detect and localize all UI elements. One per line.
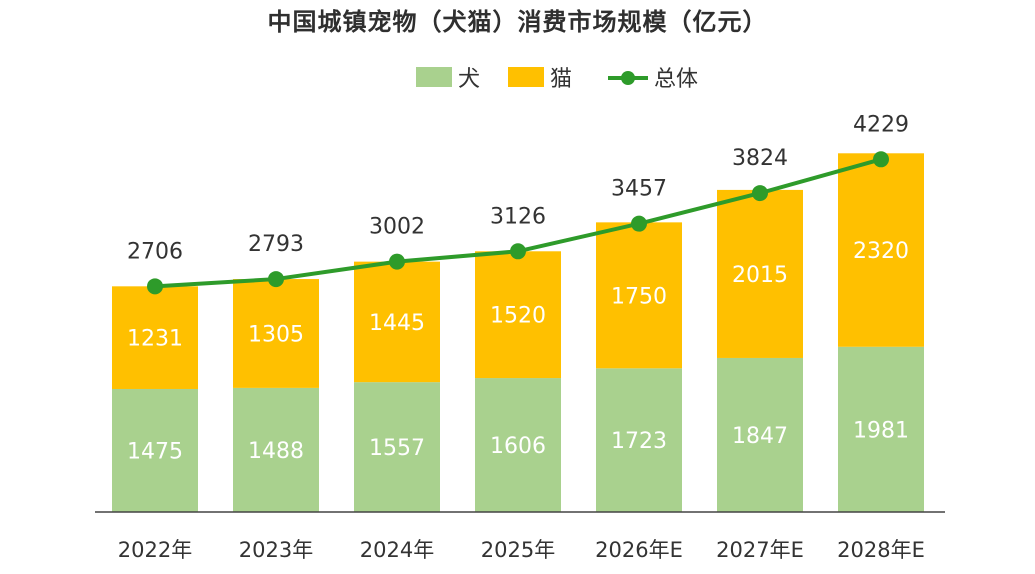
bar-cat: [475, 251, 561, 379]
point-total: [268, 271, 284, 288]
data-label-dog: 1557: [369, 436, 425, 461]
data-label-dog: 1606: [490, 434, 546, 459]
point-total: [147, 278, 163, 295]
data-label-cat: 1305: [248, 322, 304, 347]
data-label-dog: 1475: [127, 439, 183, 464]
data-label-dog: 1981: [853, 418, 909, 443]
data-label-cat: 1750: [611, 284, 667, 309]
data-label-dog: 1488: [248, 439, 304, 464]
point-total: [510, 243, 526, 260]
data-label-cat: 1445: [369, 311, 425, 336]
data-label-cat: 2320: [853, 239, 909, 264]
data-label-total: 3824: [732, 146, 788, 171]
bar-cat: [596, 222, 682, 369]
data-label-cat: 1520: [490, 304, 546, 329]
legend-swatch-cat: [508, 67, 544, 87]
bar-dog: [233, 387, 319, 512]
x-tick-label: 2022年: [118, 538, 192, 562]
bar-cat: [354, 261, 440, 383]
bar-dog: [596, 368, 682, 512]
data-label-total: 4229: [853, 112, 909, 137]
bar-dog: [838, 346, 924, 512]
point-total: [873, 151, 889, 168]
bar-dog: [112, 388, 198, 512]
x-tick-label: 2028年E: [837, 538, 925, 562]
bar-dog: [717, 357, 803, 512]
bar-dog: [475, 378, 561, 512]
data-label-total: 3126: [490, 204, 546, 229]
data-label-total: 3457: [611, 177, 667, 202]
bar-cat: [838, 153, 924, 347]
bar-cat: [112, 286, 198, 389]
legend-swatch-dog: [416, 67, 452, 87]
bar-cat: [233, 279, 319, 388]
legend: 犬 猫 总体: [0, 62, 1035, 92]
x-tick-label: 2023年: [239, 538, 313, 562]
legend-item-cat: 猫: [508, 62, 572, 92]
legend-label-dog: 犬: [458, 67, 481, 92]
data-label-cat: 2015: [732, 263, 788, 288]
legend-item-dog: 犬: [416, 62, 480, 92]
x-tick-label: 2026年E: [595, 538, 683, 562]
legend-item-total: 总体: [608, 62, 698, 92]
x-tick-label: 2025年: [481, 538, 555, 562]
x-tick-label: 2024年: [360, 538, 434, 562]
point-total: [389, 253, 405, 270]
point-total: [631, 215, 647, 232]
x-tick-label: 2027年E: [716, 538, 804, 562]
data-label-cat: 1231: [127, 327, 183, 352]
data-label-total: 3002: [369, 215, 425, 240]
chart-title: 中国城镇宠物（犬猫）消费市场规模（亿元）: [267, 8, 768, 36]
legend-label-total: 总体: [654, 67, 699, 92]
data-label-dog: 1723: [611, 429, 667, 454]
data-label-dog: 1847: [732, 424, 788, 449]
data-label-total: 2793: [248, 232, 304, 257]
legend-swatch-total: [608, 67, 648, 87]
point-total: [752, 185, 768, 202]
data-label-total: 2706: [127, 239, 183, 264]
legend-label-cat: 猫: [550, 67, 573, 92]
bar-cat: [717, 189, 803, 358]
bar-dog: [354, 382, 440, 512]
